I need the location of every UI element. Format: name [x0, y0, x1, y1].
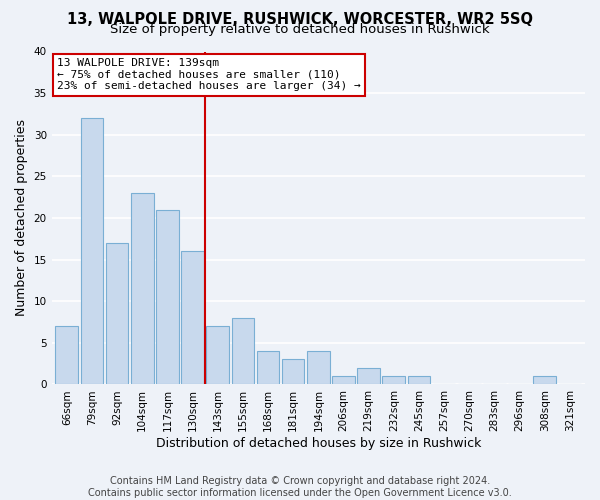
Text: Size of property relative to detached houses in Rushwick: Size of property relative to detached ho… [110, 22, 490, 36]
Text: 13 WALPOLE DRIVE: 139sqm
← 75% of detached houses are smaller (110)
23% of semi-: 13 WALPOLE DRIVE: 139sqm ← 75% of detach… [57, 58, 361, 92]
Bar [332, 376, 355, 384]
Bar [106, 243, 128, 384]
Bar [55, 326, 78, 384]
Bar [282, 360, 304, 384]
Bar [131, 193, 154, 384]
Text: 13, WALPOLE DRIVE, RUSHWICK, WORCESTER, WR2 5SQ: 13, WALPOLE DRIVE, RUSHWICK, WORCESTER, … [67, 12, 533, 28]
Bar [358, 368, 380, 384]
Bar [257, 351, 280, 384]
Bar [407, 376, 430, 384]
Bar [307, 351, 329, 384]
Text: Contains HM Land Registry data © Crown copyright and database right 2024.
Contai: Contains HM Land Registry data © Crown c… [88, 476, 512, 498]
Bar [533, 376, 556, 384]
Bar [156, 210, 179, 384]
X-axis label: Distribution of detached houses by size in Rushwick: Distribution of detached houses by size … [155, 437, 481, 450]
Bar [232, 318, 254, 384]
Bar [80, 118, 103, 384]
Bar [382, 376, 405, 384]
Bar [181, 252, 204, 384]
Y-axis label: Number of detached properties: Number of detached properties [15, 120, 28, 316]
Bar [206, 326, 229, 384]
